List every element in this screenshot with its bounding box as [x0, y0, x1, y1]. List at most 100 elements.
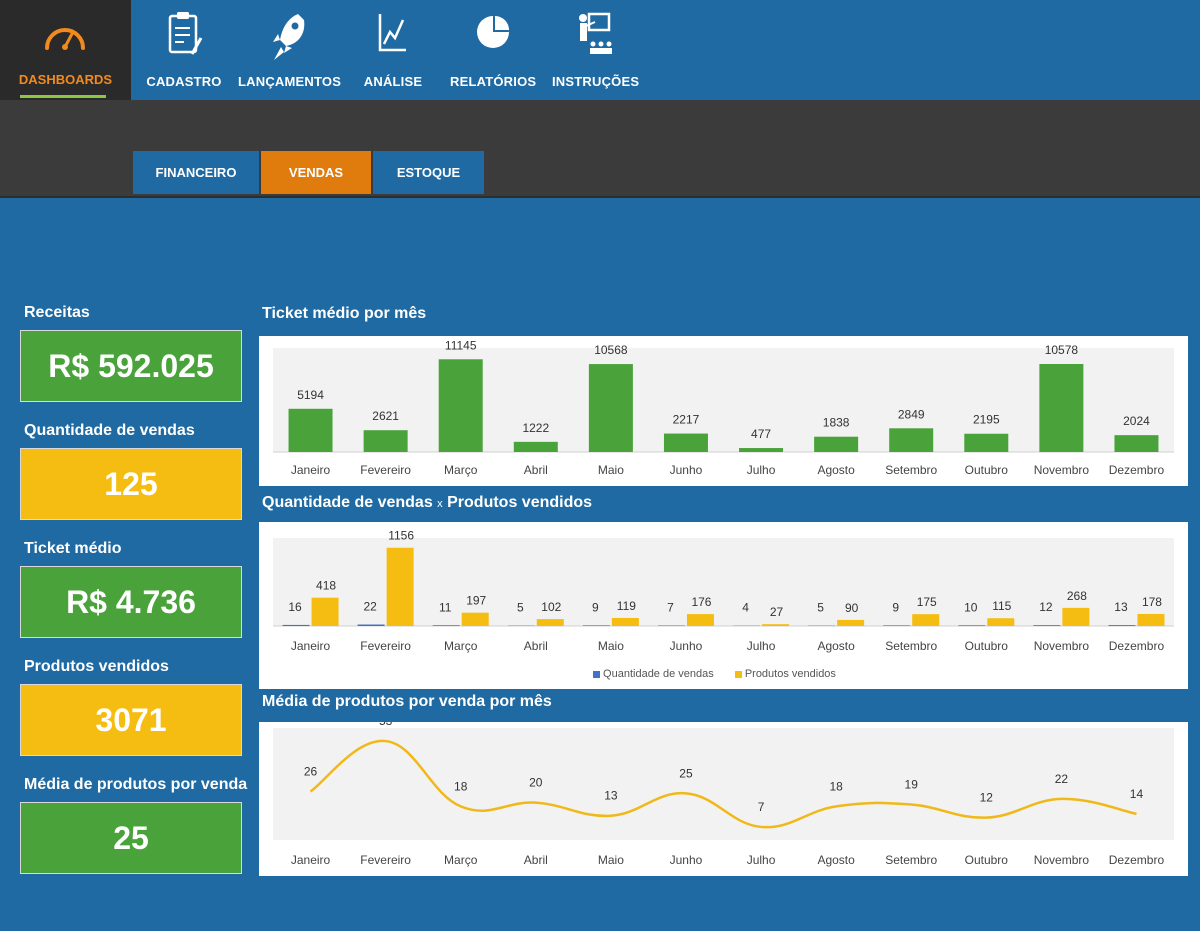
- data-label: 25: [679, 766, 693, 780]
- nav-label-cadastro: CADASTRO: [146, 74, 222, 89]
- bar-setembro: [889, 428, 934, 452]
- x-tick-label: Abril: [524, 639, 548, 653]
- x-tick-label: Fevereiro: [360, 463, 411, 477]
- chart-legend: Quantidade de vendas Produtos vendidos: [259, 668, 1188, 680]
- data-label: 10578: [1045, 343, 1079, 357]
- x-tick-label: Fevereiro: [360, 853, 411, 867]
- chart-vendas-produtos: 16 418 Janeiro 22 1156 Fevereiro 11 197 Março 5 10…: [259, 522, 1188, 689]
- data-label: 10568: [594, 343, 628, 357]
- kpi-title-produtos-vendidos: Produtos vendidos: [24, 658, 169, 675]
- speedometer-icon: [45, 28, 85, 50]
- nav-item-instrucoes[interactable]: INSTRUÇÕES: [552, 0, 640, 100]
- data-label: 26: [304, 764, 318, 778]
- bar-produtos-agosto: [837, 619, 865, 626]
- x-tick-label: Dezembro: [1109, 853, 1165, 867]
- x-tick-label: Janeiro: [291, 853, 331, 867]
- x-tick-label: Maio: [598, 639, 624, 653]
- data-label: 2024: [1123, 414, 1150, 428]
- x-tick-label: Março: [444, 853, 478, 867]
- data-label-produtos: 115: [992, 599, 1011, 613]
- bar-produtos-maio: [611, 617, 639, 626]
- pie-chart-icon: [477, 16, 509, 48]
- chart-media-produtos: 26 Janeiro 53 Fevereiro 18 Março 20 Abril 13 Maio…: [259, 722, 1188, 876]
- nav-item-analise[interactable]: ANÁLISE: [355, 0, 431, 100]
- data-label: 19: [905, 778, 919, 792]
- x-tick-label: Agosto: [817, 639, 855, 653]
- data-label-produtos: 418: [316, 579, 336, 593]
- bar-produtos-março: [461, 612, 489, 626]
- x-tick-label: Setembro: [885, 639, 937, 653]
- nav-item-cadastro[interactable]: CADASTRO: [144, 0, 224, 100]
- data-label-produtos: 175: [917, 595, 937, 609]
- data-label-quantidade: 22: [363, 600, 377, 614]
- bar-produtos-dezembro: [1137, 613, 1165, 626]
- kpi-value-quantidade-vendas: 125: [20, 448, 242, 520]
- data-label: 1222: [522, 421, 549, 435]
- nav-label-instrucoes: INSTRUÇÕES: [552, 74, 640, 89]
- plot-area: [273, 538, 1174, 626]
- kpi-title-receitas: Receitas: [24, 304, 90, 321]
- x-tick-label: Janeiro: [291, 639, 331, 653]
- legend-swatch-quantidade: [593, 670, 601, 678]
- bar-dezembro: [1114, 435, 1159, 452]
- data-label-quantidade: 11: [439, 600, 452, 614]
- data-label-produtos: 268: [1067, 589, 1087, 603]
- data-label-quantidade: 9: [892, 600, 899, 614]
- top-navigation: DASHBOARDS CADASTRO LANÇAMENTOS ANÁLISE: [0, 0, 1200, 100]
- bar-janeiro: [288, 408, 333, 452]
- x-tick-label: Maio: [598, 853, 624, 867]
- bar-produtos-setembro: [912, 614, 940, 626]
- bar-novembro: [1039, 363, 1084, 452]
- x-tick-label: Novembro: [1034, 463, 1090, 477]
- chart-ticket-medio-svg: 5194 Janeiro 2621 Fevereiro 11145 Março 1222 Ab…: [273, 338, 1174, 477]
- legend-swatch-produtos: [734, 670, 742, 678]
- tab-vendas[interactable]: VENDAS: [261, 151, 371, 194]
- data-label-quantidade: 5: [517, 601, 524, 615]
- data-label: 18: [829, 779, 843, 793]
- rocket-icon: [273, 14, 305, 60]
- line-chart-icon: [378, 14, 406, 52]
- tab-estoque[interactable]: ESTOQUE: [373, 151, 484, 194]
- x-tick-label: Setembro: [885, 463, 937, 477]
- nav-label-analise: ANÁLISE: [363, 74, 423, 89]
- data-label: 2621: [372, 409, 399, 423]
- x-tick-label: Outubro: [965, 463, 1009, 477]
- bar-quantidade-março: [432, 625, 460, 626]
- chart-title-ticket-medio: Ticket médio por mês: [262, 305, 427, 322]
- x-tick-label: Outubro: [965, 853, 1009, 867]
- bar-quantidade-fevereiro: [357, 624, 385, 626]
- kpi-value-ticket-medio: R$ 4.736: [20, 566, 242, 638]
- series-line-media: [309, 739, 1137, 829]
- dashboards-nav-item[interactable]: DASHBOARDS: [0, 0, 131, 100]
- data-label: 7: [758, 800, 765, 814]
- chart-title-part-a: Quantidade de vendas: [262, 494, 433, 511]
- bar-abril: [513, 441, 558, 452]
- bar-maio: [588, 364, 633, 452]
- tab-financeiro[interactable]: FINANCEIRO: [133, 151, 259, 194]
- bar-produtos-julho: [762, 624, 790, 626]
- chart-media-produtos-svg: 26 Janeiro 53 Fevereiro 18 Março 20 Abril 13 Maio…: [273, 722, 1174, 867]
- x-tick-label: Novembro: [1034, 853, 1090, 867]
- nav-item-relatorios[interactable]: RELATÓRIOS: [450, 0, 536, 100]
- x-tick-label: Julho: [747, 853, 776, 867]
- x-tick-label: Fevereiro: [360, 639, 411, 653]
- x-tick-label: Maio: [598, 463, 624, 477]
- bar-quantidade-outubro: [958, 625, 986, 626]
- x-tick-label: Junho: [670, 463, 703, 477]
- data-label-produtos: 119: [617, 599, 636, 613]
- nav-label-relatorios: RELATÓRIOS: [450, 74, 537, 89]
- data-label: 22: [1055, 772, 1069, 786]
- data-label-quantidade: 16: [288, 600, 302, 614]
- bar-julho: [739, 448, 784, 452]
- x-tick-label: Julho: [747, 463, 776, 477]
- data-label-produtos: 27: [770, 605, 784, 619]
- plot-area: [273, 348, 1174, 452]
- bar-produtos-abril: [536, 619, 564, 626]
- data-label: 1838: [823, 416, 850, 430]
- kpi-value-produtos-vendidos: 3071: [20, 684, 242, 756]
- nav-item-lancamentos[interactable]: LANÇAMENTOS: [238, 0, 341, 100]
- bar-quantidade-dezembro: [1108, 625, 1136, 626]
- data-label: 20: [529, 776, 543, 790]
- plot-area: [273, 728, 1174, 840]
- data-label: 477: [751, 427, 771, 441]
